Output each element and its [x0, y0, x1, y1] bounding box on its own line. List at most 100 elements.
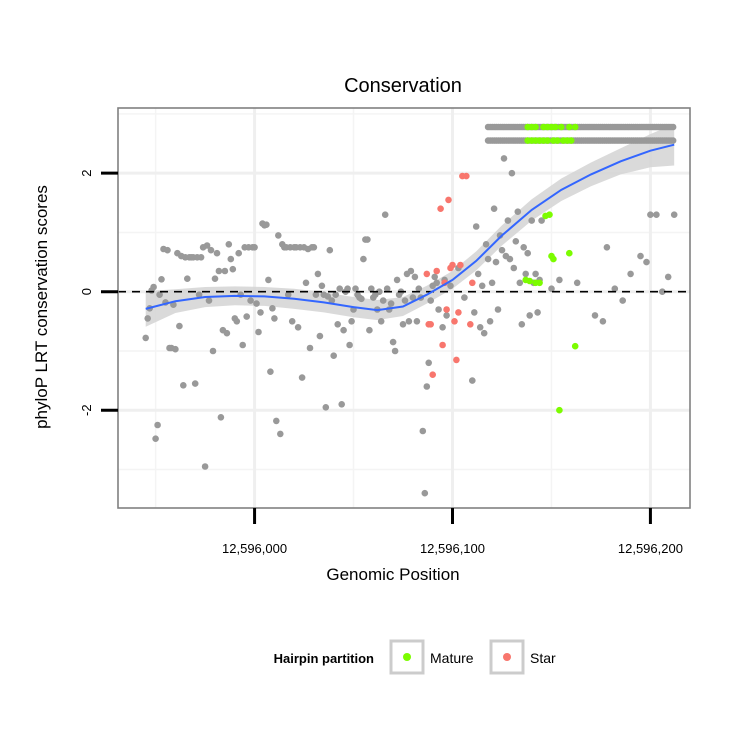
point-other	[669, 123, 677, 131]
point-other	[332, 291, 340, 299]
point-other	[150, 283, 157, 291]
point-other	[312, 291, 320, 299]
point-other	[443, 312, 450, 319]
point-other	[492, 258, 500, 266]
point-other	[142, 334, 149, 342]
point-other	[158, 276, 165, 283]
point-mature	[546, 211, 553, 218]
point-mature	[536, 279, 543, 287]
point-other	[425, 359, 433, 367]
point-other	[490, 205, 498, 212]
point-other	[484, 255, 492, 263]
point-star	[427, 321, 435, 328]
points-layer	[142, 123, 678, 497]
point-other	[211, 275, 219, 283]
point-mature	[552, 123, 559, 131]
point-other	[328, 297, 336, 304]
point-other	[239, 341, 246, 349]
point-other	[556, 276, 563, 284]
point-other	[229, 265, 237, 273]
point-other	[407, 267, 415, 275]
point-other	[284, 291, 292, 299]
point-other	[619, 297, 626, 304]
point-star	[439, 341, 446, 349]
panel-border	[117, 107, 691, 509]
point-other	[263, 221, 270, 228]
point-other	[225, 241, 233, 248]
point-other	[275, 232, 282, 239]
point-other	[314, 270, 322, 278]
point-other	[469, 377, 476, 384]
point-other	[324, 293, 332, 300]
point-other	[191, 380, 199, 387]
point-other	[310, 244, 318, 251]
point-other	[526, 312, 533, 319]
point-star	[455, 309, 462, 316]
point-other	[156, 291, 163, 299]
point-other	[201, 463, 209, 470]
legend-swatch-star	[503, 653, 511, 661]
smooth-line-layer	[145, 143, 675, 312]
point-other	[377, 318, 385, 325]
point-other	[207, 246, 215, 254]
point-other	[288, 318, 296, 325]
legend: Hairpin partition Mature Star	[274, 639, 556, 675]
smooth-line	[145, 143, 675, 312]
point-star	[437, 205, 444, 212]
point-other	[401, 297, 409, 304]
point-other	[518, 321, 526, 328]
point-other	[316, 332, 324, 340]
point-other	[471, 309, 478, 316]
point-other	[538, 217, 545, 224]
point-other	[415, 285, 423, 293]
point-mature	[532, 123, 539, 131]
point-other	[376, 288, 383, 296]
point-other	[664, 273, 672, 281]
point-other	[532, 270, 539, 278]
point-other	[360, 255, 367, 263]
y-axis-label: phyloP LRT conservation scores	[32, 185, 51, 429]
point-other	[273, 417, 280, 425]
point-other	[352, 285, 359, 293]
point-other	[447, 282, 454, 290]
point-other	[439, 324, 446, 331]
point-other	[302, 279, 310, 287]
point-other	[510, 264, 518, 272]
point-other	[413, 318, 421, 325]
point-other	[203, 242, 211, 249]
x-tick-label: 12,596,000	[222, 541, 287, 556]
point-other	[152, 435, 159, 443]
point-other	[659, 288, 666, 296]
point-other	[233, 318, 241, 325]
point-other	[164, 246, 171, 254]
point-other	[381, 211, 389, 218]
point-other	[209, 347, 217, 355]
point-other	[643, 258, 650, 266]
point-other	[522, 270, 529, 278]
point-mature	[571, 123, 579, 131]
confidence-band-area	[145, 124, 675, 327]
x-tick-label: 12,596,100	[420, 541, 485, 556]
point-other	[423, 383, 431, 390]
point-mature	[556, 406, 563, 414]
legend-label-star: Star	[530, 650, 556, 666]
x-axis-label: Genomic Position	[326, 565, 459, 584]
point-other	[647, 211, 654, 218]
point-other	[431, 273, 439, 281]
point-star	[451, 318, 458, 325]
point-other	[379, 297, 387, 304]
point-star	[449, 261, 456, 269]
point-star	[423, 270, 431, 278]
point-mature	[558, 123, 565, 131]
point-other	[269, 305, 276, 312]
point-other	[670, 211, 678, 218]
point-other	[195, 291, 203, 299]
point-other	[243, 313, 250, 320]
point-other	[534, 309, 541, 316]
point-other	[338, 401, 346, 408]
point-star	[433, 267, 441, 275]
point-other	[669, 137, 677, 144]
point-other	[389, 338, 397, 346]
point-other	[251, 244, 258, 251]
